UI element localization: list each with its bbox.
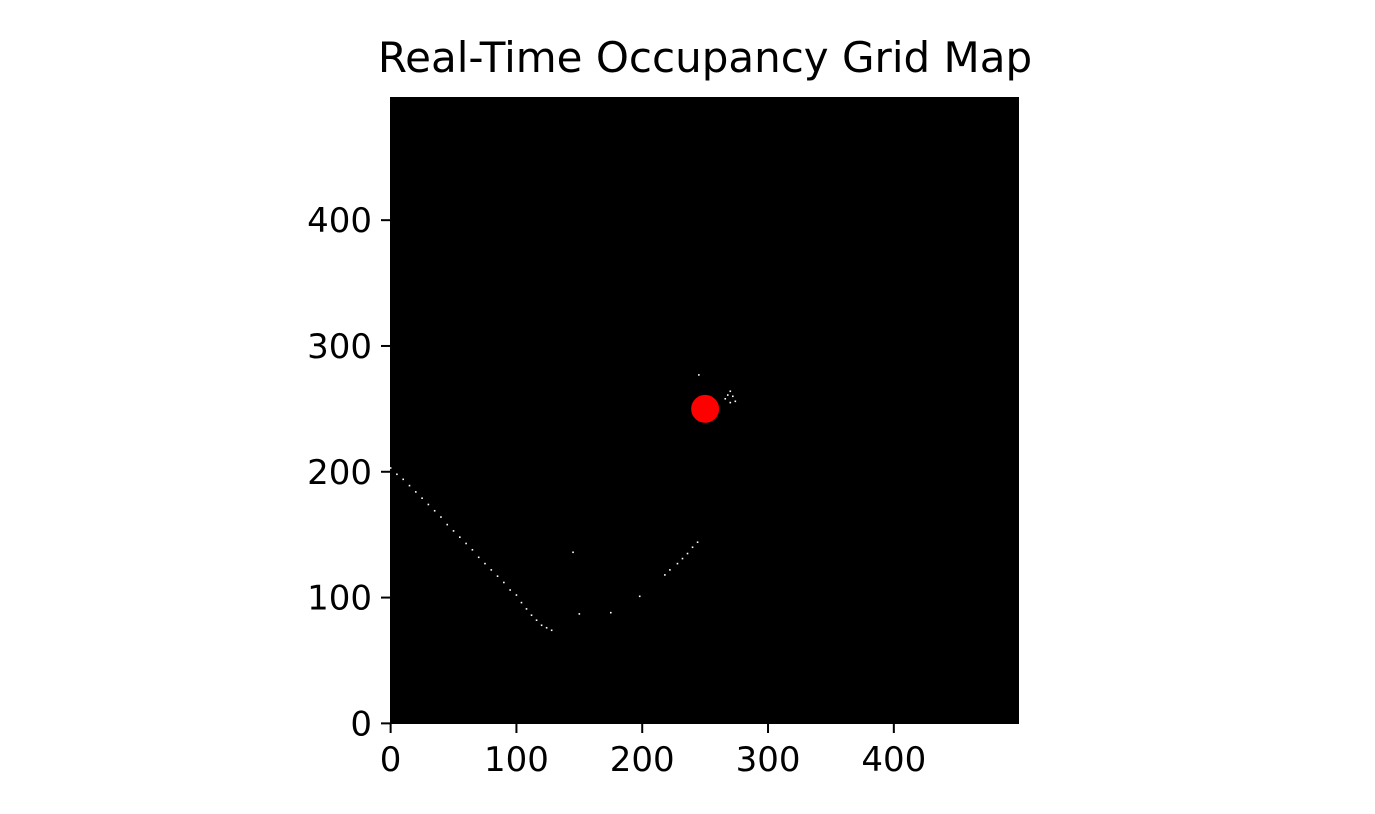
occupied-cell <box>698 374 700 376</box>
occupied-cell <box>681 557 684 560</box>
occupied-cell <box>477 556 480 559</box>
occupied-cell <box>515 594 518 596</box>
occupied-cell <box>734 400 737 403</box>
occupied-cell <box>446 523 449 526</box>
y-axis: 0 100 200 300 400 <box>307 201 390 744</box>
robot-layer <box>691 394 720 423</box>
occupied-cell <box>402 478 405 481</box>
occupied-cell <box>421 497 423 499</box>
occupied-cell <box>471 548 474 551</box>
occupied-cell <box>550 629 553 632</box>
occupied-cell <box>691 546 694 549</box>
occupied-cell <box>525 608 528 610</box>
occupied-cell <box>389 467 392 469</box>
occupied-cell <box>664 574 666 576</box>
occupied-cell <box>609 611 612 614</box>
occupied-cells-layer <box>389 374 737 632</box>
occupied-cell <box>509 589 511 591</box>
occupied-cell <box>676 562 679 565</box>
occupied-cell <box>578 613 581 615</box>
occupied-cell <box>408 484 411 487</box>
occupied-cell <box>535 619 538 622</box>
x-tick-label: 0 <box>380 740 402 780</box>
occupied-cell <box>732 395 734 398</box>
occupied-cell <box>726 394 729 396</box>
occupied-cell <box>452 530 455 532</box>
occupied-cell <box>503 581 505 584</box>
occupied-cell <box>484 562 486 565</box>
robot-marker <box>691 394 720 423</box>
y-tick-label: 400 <box>307 201 372 241</box>
y-tick-label: 0 <box>350 704 372 744</box>
occupied-cell <box>520 601 523 604</box>
occupied-cell <box>545 626 548 629</box>
y-tick-label: 100 <box>307 579 372 619</box>
occupied-cell <box>427 503 430 506</box>
occupied-cell <box>433 509 436 512</box>
occupied-cell <box>729 390 732 393</box>
chart-title: Real-Time Occupancy Grid Map <box>378 33 1032 82</box>
y-tick-label: 200 <box>307 453 372 493</box>
occupied-cell <box>729 401 732 404</box>
occupied-cell <box>724 398 727 400</box>
occupied-cell <box>696 541 699 544</box>
occupied-cell <box>440 516 442 518</box>
x-tick-label: 400 <box>861 740 926 780</box>
occupied-cell <box>572 551 574 554</box>
x-tick-label: 100 <box>484 740 549 780</box>
occupied-cell <box>540 624 543 627</box>
occupied-cell <box>638 595 641 598</box>
occupied-cell <box>496 575 499 577</box>
occupied-cell <box>490 569 493 571</box>
x-axis: 0 100 200 300 400 <box>380 724 926 780</box>
x-tick-label: 200 <box>610 740 675 780</box>
y-tick-label: 300 <box>307 327 372 367</box>
occupied-cell <box>530 614 533 616</box>
occupied-cell <box>669 569 671 571</box>
occupied-cell <box>686 552 689 555</box>
occupied-cell <box>465 542 467 545</box>
x-tick-label: 300 <box>736 740 801 780</box>
occupied-cell <box>414 491 417 493</box>
occupied-cell <box>459 536 461 538</box>
occupied-cell <box>396 473 398 476</box>
